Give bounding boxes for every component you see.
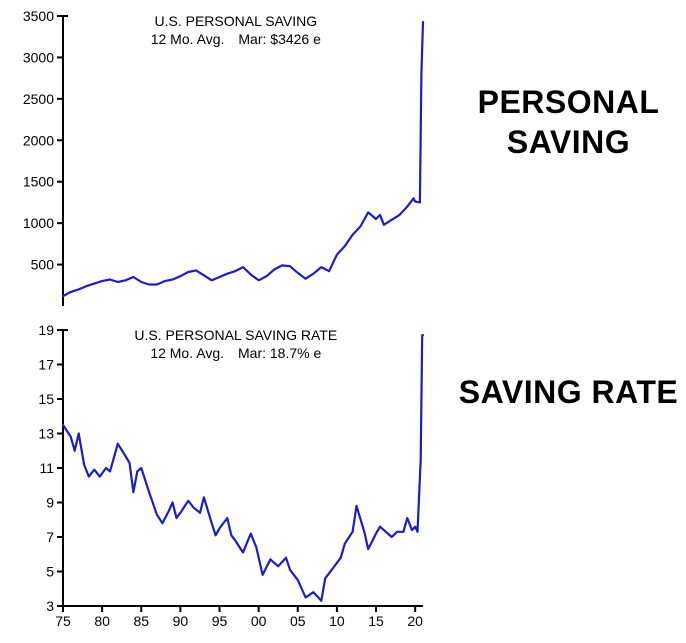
ytick-label: 3000 bbox=[23, 49, 54, 65]
ytick-label: 15 bbox=[38, 391, 54, 407]
ytick-label: 7 bbox=[46, 529, 54, 545]
chart-title-1: U.S. PERSONAL SAVING RATE bbox=[134, 327, 337, 343]
ytick-label: 1000 bbox=[23, 215, 54, 231]
chart-title-2: 12 Mo. Avg.Mar: 18.7% e bbox=[150, 345, 321, 361]
ytick-label: 2500 bbox=[23, 91, 54, 107]
ytick-label: 5 bbox=[46, 564, 54, 580]
ytick-label: 9 bbox=[46, 495, 54, 511]
page: { "side_labels": { "top": "PERSONAL SAVI… bbox=[0, 0, 686, 643]
xtick-label: 15 bbox=[368, 613, 384, 629]
xtick-label: 85 bbox=[133, 613, 149, 629]
chart-svg-bottom: 3 5 7 9 11 13 15 17 19 75 80 85 90 95 00 05 10 15 20 U.S. P… bbox=[8, 320, 438, 640]
xtick-label: 00 bbox=[251, 613, 267, 629]
chart-title-1: U.S. PERSONAL SAVING bbox=[154, 13, 317, 29]
ytick-label: 2000 bbox=[23, 132, 54, 148]
chart-saving-rate: 3 5 7 9 11 13 15 17 19 75 80 85 90 95 00 05 10 15 20 U.S. P… bbox=[8, 320, 438, 640]
ytick-label: 3500 bbox=[23, 8, 54, 24]
xtick-label: 05 bbox=[290, 613, 306, 629]
xtick-label: 90 bbox=[173, 613, 189, 629]
ytick-label: 3 bbox=[46, 598, 54, 614]
ytick-label: 11 bbox=[39, 460, 54, 476]
xtick-label: 10 bbox=[329, 613, 345, 629]
xtick-label: 75 bbox=[55, 613, 71, 629]
chart-personal-saving: 500 1000 1500 2000 2500 3000 3500 U.S. PERSONAL… bbox=[8, 6, 438, 314]
chart-title-2: 12 Mo. Avg.Mar: $3426 e bbox=[151, 31, 321, 47]
chart-svg-top: 500 1000 1500 2000 2500 3000 3500 U.S. PERSONAL… bbox=[8, 6, 438, 314]
xtick-label: 20 bbox=[407, 613, 423, 629]
side-label-bottom: SAVING RATE bbox=[451, 372, 686, 412]
xtick-label: 95 bbox=[212, 613, 228, 629]
series-saving-rate bbox=[63, 335, 423, 601]
ytick-label: 19 bbox=[38, 322, 54, 338]
ytick-label: 1500 bbox=[23, 174, 54, 190]
xtick-label: 80 bbox=[94, 613, 110, 629]
series-personal-saving bbox=[63, 22, 423, 296]
ytick-label: 17 bbox=[38, 357, 54, 373]
side-label-top: PERSONAL SAVING bbox=[451, 82, 686, 162]
ytick-label: 500 bbox=[31, 257, 55, 273]
ytick-label: 13 bbox=[38, 426, 54, 442]
